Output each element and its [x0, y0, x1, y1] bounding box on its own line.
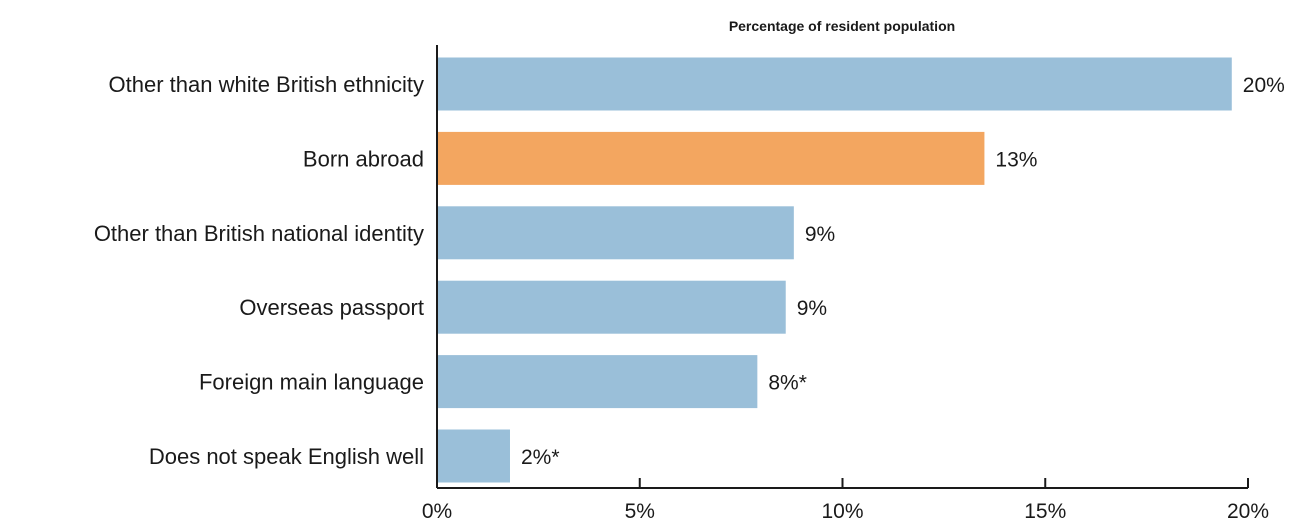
- x-tick-label-4: 20%: [1227, 500, 1269, 523]
- category-label-2: Other than British national identity: [94, 221, 424, 246]
- category-label-1: Born abroad: [303, 146, 424, 171]
- x-tick-label-1: 5%: [625, 500, 655, 523]
- x-tick-label-3: 15%: [1024, 500, 1066, 523]
- labels-layer: Other than white British ethnicity 20% Bor…: [94, 72, 1285, 469]
- bar-0: [438, 57, 1232, 111]
- axis-layer: 0% 5% 10% 15% 20%: [422, 45, 1269, 523]
- bar-3: [438, 280, 786, 334]
- data-label-3: 9%: [797, 297, 827, 320]
- bar-4: [438, 355, 758, 409]
- data-label-1: 13%: [995, 148, 1037, 171]
- data-label-2: 9%: [805, 223, 835, 246]
- x-tick-label-2: 10%: [821, 500, 863, 523]
- category-label-5: Does not speak English well: [149, 444, 424, 469]
- data-label-5: 2%*: [521, 446, 560, 469]
- bar-5: [438, 429, 510, 483]
- data-label-0: 20%: [1243, 74, 1285, 97]
- bars-layer: [438, 57, 1232, 483]
- bar-2: [438, 206, 794, 260]
- x-tick-label-0: 0%: [422, 500, 452, 523]
- category-label-3: Overseas passport: [239, 295, 424, 320]
- bar-1: [438, 131, 985, 185]
- category-label-4: Foreign main language: [199, 370, 424, 395]
- data-label-4: 8%*: [768, 372, 807, 395]
- category-label-0: Other than white British ethnicity: [109, 72, 424, 97]
- chart-title: Percentage of resident population: [729, 18, 955, 34]
